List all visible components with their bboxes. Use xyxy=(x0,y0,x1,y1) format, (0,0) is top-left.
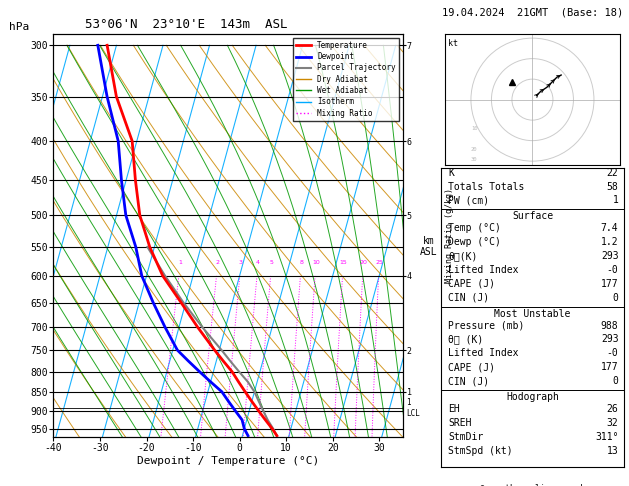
Text: θᴇ (K): θᴇ (K) xyxy=(448,334,484,345)
Text: 3: 3 xyxy=(239,260,243,264)
Text: CAPE (J): CAPE (J) xyxy=(448,362,495,372)
Text: EH: EH xyxy=(448,404,460,414)
Text: 32: 32 xyxy=(607,418,618,428)
Text: 10: 10 xyxy=(312,260,320,264)
Text: Temp (°C): Temp (°C) xyxy=(448,223,501,233)
Text: © weatheronline.co.uk: © weatheronline.co.uk xyxy=(480,484,585,486)
Text: 177: 177 xyxy=(601,279,618,289)
Text: Mixing Ratio (g/kg): Mixing Ratio (g/kg) xyxy=(445,188,454,283)
Text: -0: -0 xyxy=(607,348,618,358)
Text: 26: 26 xyxy=(607,404,618,414)
Text: StmSpd (kt): StmSpd (kt) xyxy=(448,446,513,456)
Text: 25: 25 xyxy=(376,260,383,264)
Text: 2: 2 xyxy=(216,260,220,264)
Text: StmDir: StmDir xyxy=(448,432,484,442)
Text: 1.2: 1.2 xyxy=(601,237,618,247)
Text: 8: 8 xyxy=(299,260,303,264)
Text: 15: 15 xyxy=(340,260,347,264)
Text: 0: 0 xyxy=(613,376,618,386)
Text: 1: 1 xyxy=(613,195,618,206)
Text: 293: 293 xyxy=(601,334,618,345)
Y-axis label: km
ASL: km ASL xyxy=(420,236,437,257)
Text: kt: kt xyxy=(448,39,459,48)
Text: Lifted Index: Lifted Index xyxy=(448,348,519,358)
Text: 988: 988 xyxy=(601,321,618,330)
Text: -0: -0 xyxy=(607,265,618,275)
Text: 293: 293 xyxy=(601,251,618,261)
Text: 19.04.2024  21GMT  (Base: 18): 19.04.2024 21GMT (Base: 18) xyxy=(442,7,623,17)
Text: SREH: SREH xyxy=(448,418,472,428)
Text: 20: 20 xyxy=(359,260,367,264)
Text: θᴇ(K): θᴇ(K) xyxy=(448,251,477,261)
Legend: Temperature, Dewpoint, Parcel Trajectory, Dry Adiabat, Wet Adiabat, Isotherm, Mi: Temperature, Dewpoint, Parcel Trajectory… xyxy=(292,38,399,121)
Text: 22: 22 xyxy=(607,168,618,178)
Text: 7.4: 7.4 xyxy=(601,223,618,233)
Text: Totals Totals: Totals Totals xyxy=(448,182,525,191)
Text: PW (cm): PW (cm) xyxy=(448,195,489,206)
Text: 1
LCL: 1 LCL xyxy=(406,399,420,418)
Text: Pressure (mb): Pressure (mb) xyxy=(448,321,525,330)
X-axis label: Dewpoint / Temperature (°C): Dewpoint / Temperature (°C) xyxy=(137,456,319,466)
Text: Lifted Index: Lifted Index xyxy=(448,265,519,275)
Text: 177: 177 xyxy=(601,362,618,372)
Text: 4: 4 xyxy=(256,260,260,264)
Text: Most Unstable: Most Unstable xyxy=(494,309,571,319)
Text: CAPE (J): CAPE (J) xyxy=(448,279,495,289)
Text: 58: 58 xyxy=(607,182,618,191)
Text: 30: 30 xyxy=(471,157,477,162)
Text: 20: 20 xyxy=(471,147,477,152)
Text: hPa: hPa xyxy=(9,21,30,32)
Title: 53°06'N  23°10'E  143m  ASL: 53°06'N 23°10'E 143m ASL xyxy=(85,18,287,32)
Text: Hodograph: Hodograph xyxy=(506,392,559,402)
Text: 1: 1 xyxy=(178,260,182,264)
Text: 0: 0 xyxy=(613,293,618,303)
Text: 5: 5 xyxy=(270,260,274,264)
Text: Dewp (°C): Dewp (°C) xyxy=(448,237,501,247)
Text: 13: 13 xyxy=(607,446,618,456)
Text: K: K xyxy=(448,168,454,178)
Text: Surface: Surface xyxy=(512,211,553,222)
Text: 10: 10 xyxy=(471,126,477,131)
Text: 311°: 311° xyxy=(595,432,618,442)
Text: CIN (J): CIN (J) xyxy=(448,376,489,386)
Text: CIN (J): CIN (J) xyxy=(448,293,489,303)
